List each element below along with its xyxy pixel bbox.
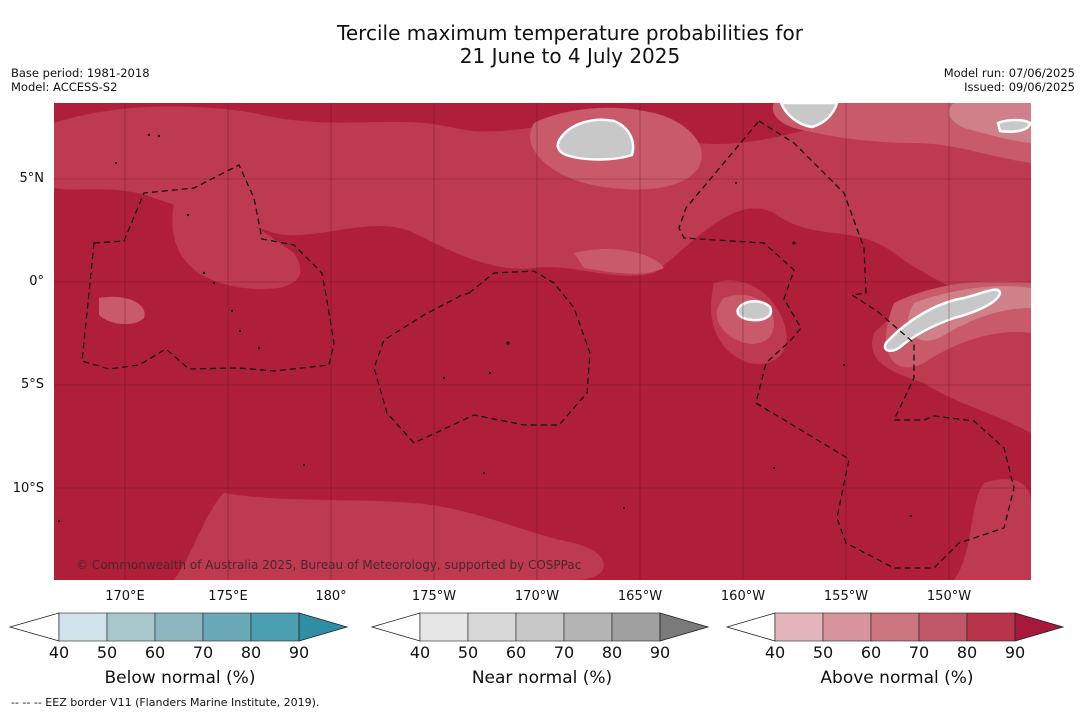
- cbar-near-tick-60: 60: [505, 643, 527, 662]
- lon-label-170e: 170°E: [105, 589, 145, 604]
- meta-left: Base period: 1981-2018 Model: ACCESS-S2: [11, 66, 150, 94]
- cbar-below-seg-60: [154, 612, 204, 642]
- cbar-above-tick-60: 60: [860, 643, 882, 662]
- cbar-above-seg-80: [966, 612, 1016, 642]
- title-line-2: 21 June to 4 July 2025: [459, 44, 681, 68]
- cbar-near-seg-80: [611, 612, 661, 642]
- issued-date: Issued: 09/06/2025: [964, 80, 1075, 94]
- cbar-above-seg-50: [822, 612, 872, 642]
- near-normal-region-3: [736, 300, 773, 322]
- cbar-near-tick-50: 50: [457, 643, 479, 662]
- colorbar-below-svg: [8, 612, 349, 642]
- cbar-near-seg-70: [563, 612, 613, 642]
- near-normal-region-4: [883, 288, 1002, 352]
- cbar-near-tick-70: 70: [553, 643, 575, 662]
- cbar-below-tick-60: 60: [144, 643, 166, 662]
- lat-label-0: 0°: [29, 274, 44, 289]
- cbar-near-arrow-left: [370, 612, 421, 642]
- cbar-near-title: Near normal (%): [471, 668, 613, 688]
- cbar-near-tick-90: 90: [649, 643, 671, 662]
- lon-label-170w: 170°W: [514, 589, 560, 604]
- cbar-below-tick-90: 90: [288, 643, 310, 662]
- meta-right: Model run: 07/06/2025 Issued: 09/06/2025: [944, 66, 1075, 94]
- lon-label-155w: 155°W: [823, 589, 869, 604]
- model-run: Model run: 07/06/2025: [943, 66, 1075, 80]
- lat-label-10s: 10°S: [12, 481, 44, 496]
- cbar-above-tick-80: 80: [956, 643, 978, 662]
- eez-footnote: -- -- -- EEZ border V11 (Flanders Marine…: [11, 696, 320, 709]
- cbar-above-arrow-left: [725, 612, 776, 642]
- lat-label-5n: 5°N: [19, 171, 45, 186]
- title-line-1: Tercile maximum temperature probabilitie…: [337, 21, 803, 45]
- lon-label-175w: 175°W: [411, 589, 457, 604]
- cbar-above-title: Above normal (%): [820, 668, 974, 688]
- cbar-above-tick-70: 70: [908, 643, 930, 662]
- lon-label-175e: 175°E: [208, 589, 248, 604]
- prob-region-80-sw: [174, 493, 604, 580]
- cbar-near-arrow-right: [659, 612, 710, 642]
- copyright-notice: © Commonwealth of Australia 2025, Bureau…: [76, 558, 582, 572]
- cbar-above-seg-60: [870, 612, 920, 642]
- lon-label-160w: 160°W: [720, 589, 766, 604]
- cbar-below-seg-50: [106, 612, 156, 642]
- cbar-above-seg-70: [918, 612, 968, 642]
- near-normal-region-5: [996, 118, 1031, 133]
- cbar-above-tick-40: 40: [764, 643, 786, 662]
- base-period: Base period: 1981-2018: [11, 66, 150, 80]
- island-dots: [57, 133, 912, 523]
- chart-title: Tercile maximum temperature probabilitie…: [0, 22, 1085, 68]
- cbar-near-tick-40: 40: [409, 643, 431, 662]
- prob-region-80-se: [954, 479, 1031, 580]
- cbar-below-tick-50: 50: [96, 643, 118, 662]
- cbar-below-seg-80: [250, 612, 300, 642]
- cbar-below-seg-40: [58, 612, 108, 642]
- cbar-near-seg-60: [515, 612, 565, 642]
- cbar-above-tick-90: 90: [1004, 643, 1026, 662]
- cbar-below-title: Below normal (%): [104, 668, 256, 688]
- colorbar-above-normal: [725, 612, 1067, 702]
- lon-label-165w: 165°W: [617, 589, 663, 604]
- colorbar-above-svg: [725, 612, 1065, 642]
- eez-borders: [81, 120, 1015, 569]
- cbar-below-tick-70: 70: [192, 643, 214, 662]
- model-name: Model: ACCESS-S2: [11, 80, 118, 94]
- prob-region-80-west: [172, 202, 301, 290]
- cbar-above-arrow-right: [1014, 612, 1065, 642]
- cbar-near-seg-50: [467, 612, 517, 642]
- colorbar-near-svg: [370, 612, 710, 642]
- cbar-above-seg-40: [774, 612, 824, 642]
- cbar-below-arrow-right: [298, 612, 349, 642]
- cbar-below-arrow-left: [8, 612, 60, 642]
- prob-region-70-mid: [574, 248, 664, 274]
- prob-region-70-west: [99, 296, 145, 325]
- lon-label-150w: 150°W: [926, 589, 972, 604]
- cbar-below-seg-70: [202, 612, 252, 642]
- near-normal-region-1: [556, 118, 635, 161]
- prob-region-80-north: [54, 103, 1031, 313]
- cbar-below-tick-40: 40: [48, 643, 70, 662]
- probability-map: [54, 103, 1031, 580]
- cbar-above-tick-50: 50: [812, 643, 834, 662]
- cbar-near-seg-40: [419, 612, 469, 642]
- colorbar-near-normal: [370, 612, 712, 702]
- lon-label-180: 180°: [315, 589, 347, 604]
- graticule: [54, 103, 1031, 580]
- lat-label-5s: 5°S: [20, 377, 44, 392]
- near-normal-region-2: [779, 103, 839, 129]
- map-svg: [54, 103, 1031, 580]
- colorbar-below-normal: [8, 612, 350, 702]
- cbar-below-tick-80: 80: [240, 643, 262, 662]
- cbar-near-tick-80: 80: [601, 643, 623, 662]
